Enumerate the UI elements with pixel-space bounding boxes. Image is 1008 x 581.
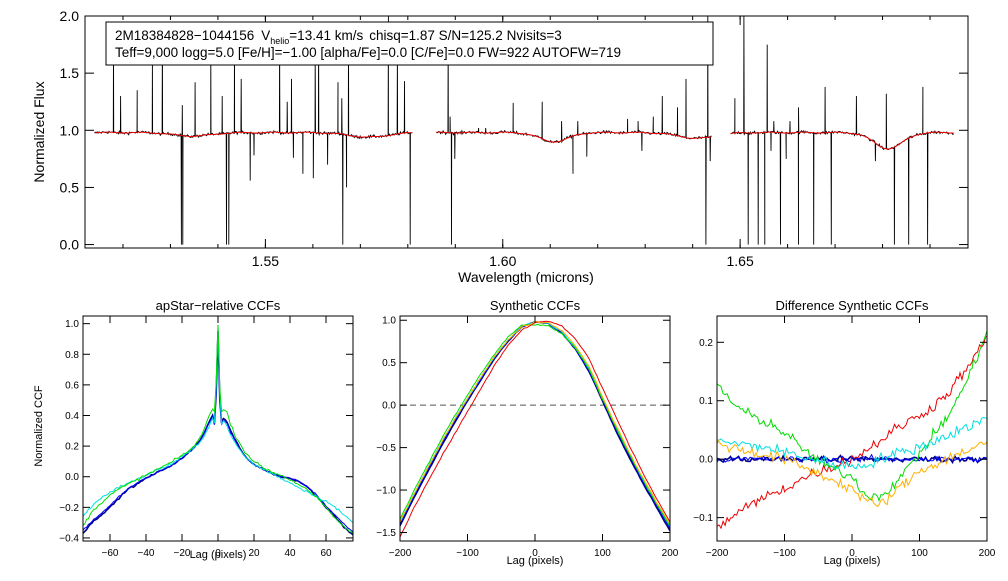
difference-ccf-ticks: −200 −100 0 100 200 −0.1 0.0 0.1 0.2 <box>693 316 996 559</box>
spectrum-observed-line <box>730 16 954 245</box>
ccf-line-navy <box>83 331 353 536</box>
y-tick-label: 0.4 <box>65 411 79 422</box>
y-tick-label: 1.0 <box>382 316 396 327</box>
x-tick-label: 20 <box>248 548 260 559</box>
x-tick-label: 200 <box>662 548 679 559</box>
y-tick-label: 0.0 <box>699 455 713 466</box>
x-tick-label: 100 <box>594 548 611 559</box>
apstar-ccf-panel: −60 −40 −20 0 20 40 60 −0.4 −0.2 0.0 0.2 0.4 0.6 0.8 1… <box>33 298 354 561</box>
x-tick-label: −200 <box>706 548 729 559</box>
y-tick-label: 1.5 <box>60 65 80 81</box>
x-tick-label: 40 <box>284 548 296 559</box>
info-line-1: 2M18384828−1044156 Vhelio=13.41 km/s chisq… <box>115 28 562 46</box>
apstar-ccf-plot-area <box>83 324 353 536</box>
x-tick-label: −100 <box>456 548 479 559</box>
difference-ccf-panel: −200 −100 0 100 200 −0.1 0.0 0.1 0.2 Difference … <box>693 298 996 567</box>
y-tick-label: 0.0 <box>60 237 80 253</box>
info-line-2: Teff=9,000 logg=5.0 [Fe/H]=−1.00 [alpha/… <box>115 45 621 60</box>
ccf-line-orange <box>400 320 670 525</box>
x-tick-label: −60 <box>102 548 119 559</box>
spectrum-axes-frame <box>84 15 969 249</box>
spectrum-panel: 1.55 1.60 1.65 0.0 0.5 1.0 1.5 2.0 2M18384828−1… <box>31 8 969 285</box>
y-tick-label: 1.0 <box>60 122 80 138</box>
y-tick-label: 0.6 <box>65 380 79 391</box>
spectrum-ticks: 1.55 1.60 1.65 0.0 0.5 1.0 1.5 2.0 <box>60 8 968 269</box>
x-tick-label: −200 <box>389 548 412 559</box>
x-tick-label: 0 <box>849 548 855 559</box>
spectrum-xlabel: Wavelength (microns) <box>458 269 594 285</box>
info-box-frame <box>105 21 714 66</box>
difference-ccf-plot-area <box>717 330 987 530</box>
y-tick-label: −1.5 <box>376 528 396 539</box>
spectrum-plot-area <box>94 16 954 245</box>
info-box: 2M18384828−1044156 Vhelio=13.41 km/s chisq… <box>105 21 714 66</box>
ccf-line-blue <box>400 321 670 529</box>
apstar-ccf-ylabel: Normalized CCF <box>33 385 45 467</box>
x-tick-label: 0 <box>215 548 221 559</box>
ccf-line-orange <box>717 438 987 508</box>
y-tick-label: −0.4 <box>59 533 79 544</box>
x-tick-label: −20 <box>174 548 191 559</box>
ccf-line-green <box>400 323 670 526</box>
x-tick-label: 60 <box>320 548 332 559</box>
x-tick-label: 1.60 <box>489 253 516 269</box>
difference-ccf-xlabel: Lag (pixels) <box>824 555 881 567</box>
ccf-line-navy <box>400 320 670 532</box>
y-tick-label: −0.5 <box>376 443 396 454</box>
y-tick-label: 0.5 <box>382 358 396 369</box>
spectrum-model-line <box>436 131 712 143</box>
y-tick-label: −0.2 <box>59 503 79 514</box>
y-tick-label: 0.5 <box>60 179 80 195</box>
apstar-ccf-ticks: −60 −40 −20 0 20 40 60 −0.4 −0.2 0.0 0.2 0.4 0.6 0.8 1… <box>59 316 353 559</box>
x-tick-label: 1.65 <box>727 253 754 269</box>
y-tick-label: 2.0 <box>60 8 80 24</box>
y-tick-label: −0.1 <box>693 513 713 524</box>
y-tick-label: 0.0 <box>382 401 396 412</box>
spectrum-ylabel: Normalized Flux <box>31 81 47 182</box>
y-tick-label: 0.2 <box>699 338 713 349</box>
ccf-line-blue <box>83 333 353 533</box>
apstar-ccf-xlabel: Lag (pixels) <box>190 549 247 561</box>
y-tick-label: 0.2 <box>65 442 79 453</box>
difference-ccf-title: Difference Synthetic CCFs <box>776 298 929 313</box>
spectrum-model-line <box>94 131 413 138</box>
y-tick-label: 0.1 <box>699 396 713 407</box>
x-tick-label: 0 <box>532 548 538 559</box>
synthetic-ccf-axes-frame <box>399 315 671 542</box>
ccf-line-cyan <box>717 416 987 470</box>
fit-stats: chisq=1.87 S/N=125.2 Nvisits=3 <box>369 28 562 43</box>
synthetic-ccf-xlabel: Lag (pixels) <box>507 555 564 567</box>
apstar-ccf-title: apStar−relative CCFs <box>156 298 281 313</box>
y-tick-label: 1.0 <box>65 319 79 330</box>
synthetic-ccf-title: Synthetic CCFs <box>490 298 581 313</box>
difference-ccf-axes-frame <box>716 315 988 542</box>
ccf-line-green <box>717 330 987 503</box>
vhelio-value: =13.41 km/s <box>289 28 363 43</box>
star-id: 2M18384828−1044156 <box>115 28 254 43</box>
x-tick-label: 200 <box>979 548 996 559</box>
ccf-line-red <box>717 336 987 530</box>
ccf-line-green <box>83 324 353 534</box>
synthetic-ccf-panel: −200 −100 0 100 200 −1.5 −1.0 −0.5 0.0 0.5 1.0 Syn… <box>376 298 679 567</box>
vhelio-v: V <box>261 28 270 43</box>
vhelio-sub: helio <box>270 36 289 46</box>
y-tick-label: 0.0 <box>65 472 79 483</box>
x-tick-label: −40 <box>138 548 155 559</box>
ccf-line-red <box>400 320 670 538</box>
ccf-line-cyan <box>400 321 670 527</box>
y-tick-label: −1.0 <box>376 486 396 497</box>
y-tick-label: 0.8 <box>65 350 79 361</box>
x-tick-label: 100 <box>911 548 928 559</box>
x-tick-label: 1.55 <box>252 253 279 269</box>
spectrum-model-line <box>730 131 954 150</box>
synthetic-ccf-plot-area <box>400 320 670 538</box>
synthetic-ccf-ticks: −200 −100 0 100 200 −1.5 −1.0 −0.5 0.0 0.5 1.0 <box>376 316 679 559</box>
x-tick-label: −100 <box>773 548 796 559</box>
